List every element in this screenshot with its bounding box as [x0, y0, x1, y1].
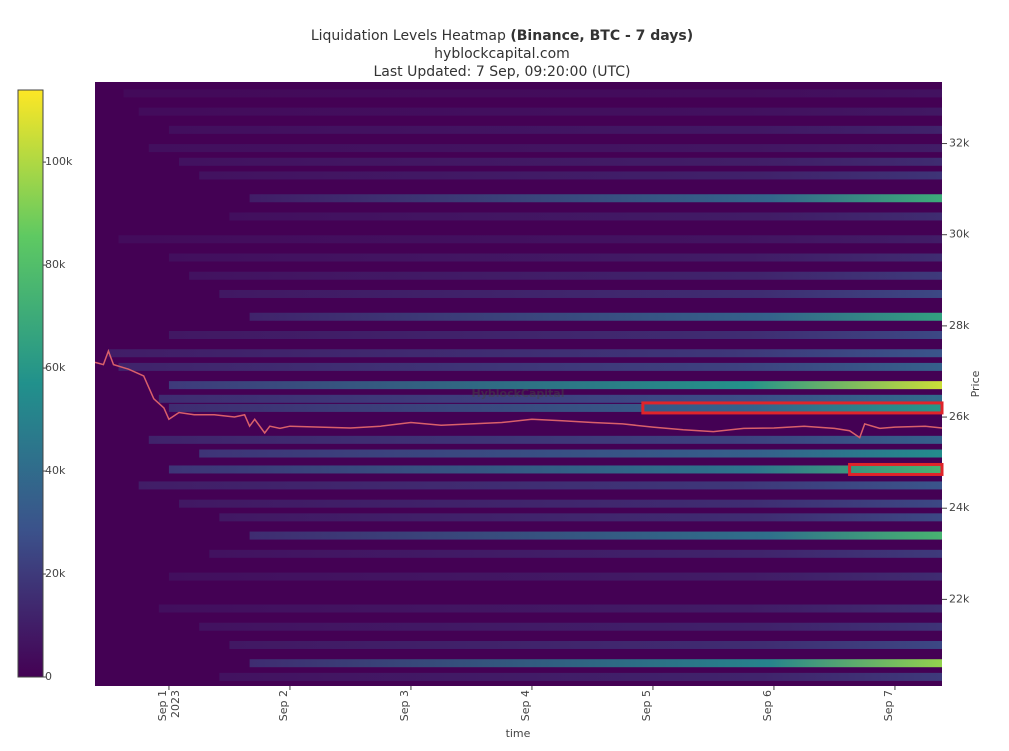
- liquidation-band: [199, 171, 942, 180]
- title-bold: (Binance, BTC - 7 days): [510, 28, 693, 44]
- colorbar-tick-label: 60k: [45, 361, 66, 374]
- liquidation-band: [229, 212, 942, 221]
- liquidation-band: [209, 549, 942, 558]
- liquidation-band: [168, 572, 942, 581]
- highlight-box: [641, 401, 944, 415]
- highlight-box: [848, 462, 944, 476]
- x-tick-label: Sep 1: [156, 690, 169, 721]
- liquidation-band: [249, 194, 942, 203]
- liquidation-band: [199, 622, 942, 631]
- liquidation-band: [168, 253, 942, 262]
- y-tick-label: 28k: [949, 319, 970, 332]
- subtitle: hyblockcapital.com: [434, 46, 570, 62]
- liquidation-band: [158, 604, 942, 613]
- x-tick-label: Sep 6: [761, 690, 774, 721]
- colorbar-tick-label: 0: [45, 670, 52, 683]
- liquidation-band: [138, 107, 942, 116]
- liquidation-band: [118, 362, 942, 371]
- liquidation-band: [148, 435, 942, 444]
- liquidation-band: [249, 312, 942, 321]
- x-tick-year: 2023: [169, 690, 182, 718]
- x-tick-label: Sep 5: [640, 690, 653, 721]
- liquidation-band: [168, 125, 942, 134]
- liquidation-band: [219, 513, 942, 522]
- liquidation-band: [138, 481, 942, 490]
- y-axis-label: Price: [969, 370, 982, 397]
- colorbar-tick-label: 80k: [45, 258, 66, 271]
- price-line: [95, 348, 942, 439]
- liquidation-band: [189, 271, 942, 280]
- colorbar: [17, 89, 44, 678]
- liquidation-band: [229, 640, 942, 649]
- y-tick-label: 32k: [949, 137, 970, 150]
- y-tick-label: 26k: [949, 410, 970, 423]
- title-main: Liquidation Levels Heatmap: [311, 28, 511, 44]
- colorbar-tick-label: 20k: [45, 567, 66, 580]
- colorbar-tick-label: 40k: [45, 464, 66, 477]
- liquidation-band: [249, 659, 942, 668]
- updated: Last Updated: 7 Sep, 09:20:00 (UTC): [373, 64, 630, 80]
- y-tick-label: 30k: [949, 228, 970, 241]
- liquidation-band: [179, 157, 942, 166]
- chart-title: Liquidation Levels Heatmap (Binance, BTC…: [311, 28, 693, 44]
- liquidation-band: [123, 89, 942, 98]
- colorbar-tick-label: 100k: [45, 155, 73, 168]
- y-tick-label: 22k: [949, 592, 970, 605]
- heatmap: [95, 89, 942, 681]
- liquidation-band: [148, 144, 942, 153]
- liquidation-band: [199, 449, 942, 458]
- x-tick-label: Sep 4: [519, 690, 532, 721]
- x-axis-label: time: [506, 727, 531, 740]
- liquidation-band: [158, 394, 942, 403]
- x-tick-label: Sep 3: [398, 690, 411, 721]
- liquidation-band: [219, 289, 942, 298]
- liquidation-band: [168, 381, 942, 390]
- watermark: HyblockCapital: [471, 387, 564, 400]
- liquidation-band: [168, 465, 942, 474]
- x-tick-label: Sep 7: [882, 690, 895, 721]
- liquidation-band: [179, 499, 942, 508]
- liquidation-band: [219, 672, 942, 681]
- liquidation-band: [168, 330, 942, 339]
- liquidation-band: [108, 349, 942, 358]
- liquidation-band: [168, 403, 942, 412]
- liquidation-band: [118, 235, 942, 244]
- y-tick-label: 24k: [949, 501, 970, 514]
- liquidation-band: [249, 531, 942, 540]
- x-tick-label: Sep 2: [277, 690, 290, 721]
